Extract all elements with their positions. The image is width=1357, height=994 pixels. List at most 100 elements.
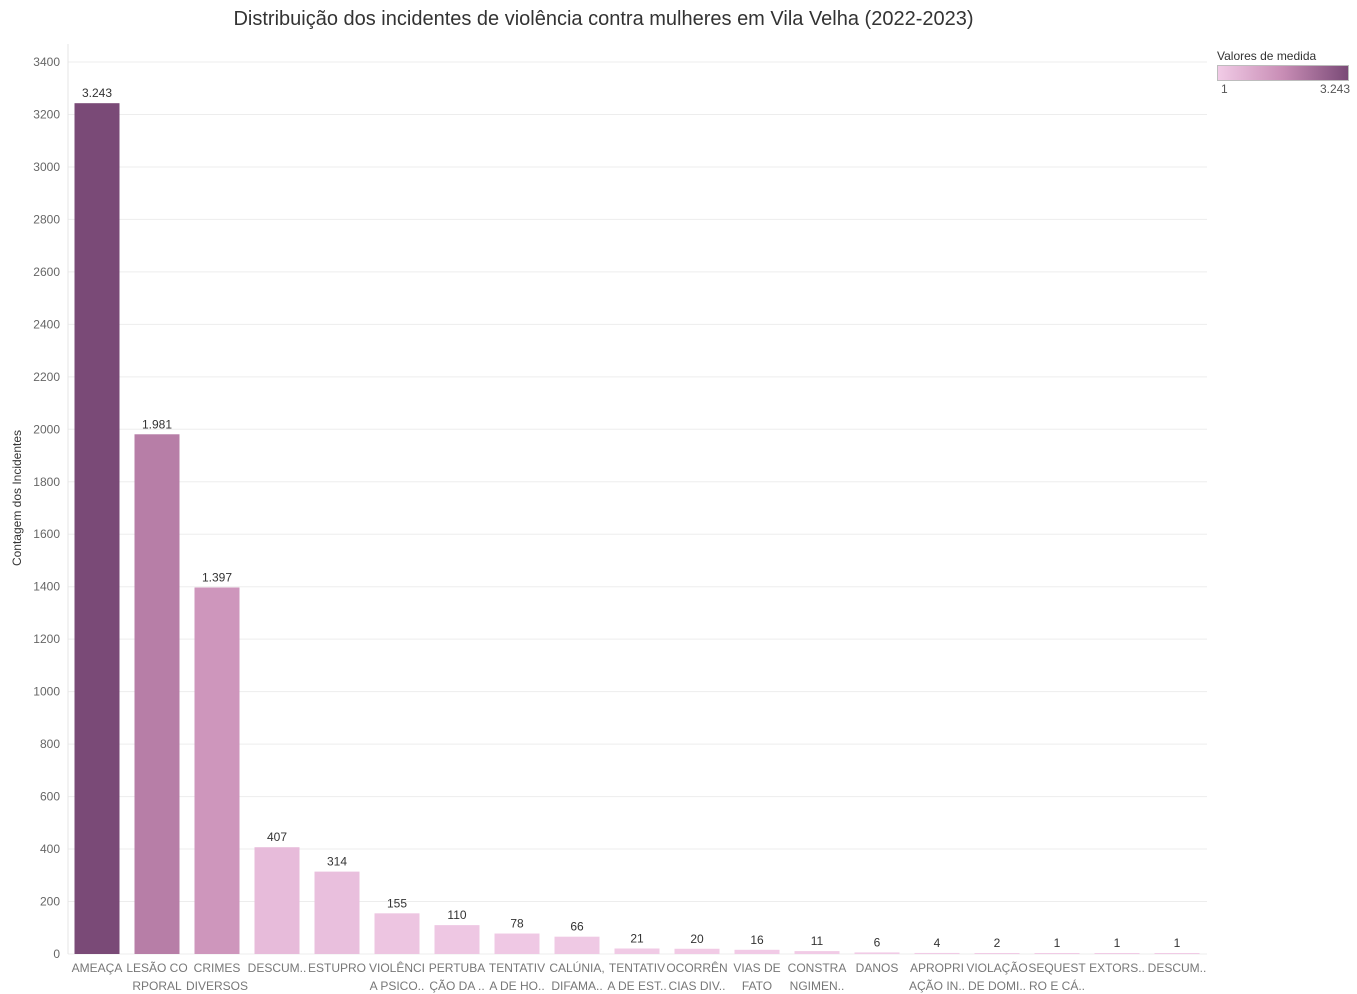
bar-value-label: 1 [1114,936,1121,950]
bar-value-label: 155 [387,896,407,910]
bar-value-label: 2 [994,936,1001,950]
bar[interactable] [374,913,420,954]
x-tick-label: DESCUM.. [248,961,307,975]
legend-min-label: 1 [1221,82,1228,96]
x-tick-label: VIOLAÇÃO DE DOMI.. [966,961,1027,993]
x-tick-label-line: SEQUEST [1028,961,1086,975]
bar[interactable] [134,434,180,954]
x-tick-label-line: DIVERSOS [186,979,248,993]
x-tick-label-line: DE DOMI.. [968,979,1026,993]
bar-value-label: 20 [690,932,704,946]
bar[interactable] [794,951,840,954]
bar[interactable] [1034,953,1080,954]
x-tick-label-line: APROPRI [910,961,964,975]
y-tick-label: 1200 [33,632,60,646]
bar[interactable] [254,847,300,954]
y-tick-label: 2200 [33,370,60,384]
bar[interactable] [674,948,720,954]
x-tick-label: APROPRI AÇÃO IN.. [909,961,965,993]
bar[interactable] [614,948,660,954]
x-tick-label-line: PERTUBA [429,961,485,975]
bar-value-label: 6 [874,935,881,949]
x-tick-label: EXTORS.. [1089,961,1145,975]
y-tick-label: 800 [40,737,60,751]
x-tick-label-line: VIOLÊNCI [369,960,425,975]
gridlines [67,44,1207,955]
y-tick-label: 3200 [33,107,60,121]
x-tick-label: CALÚNIA, DIFAMA.. [549,960,604,993]
bar[interactable] [734,949,780,954]
bar-value-label: 407 [267,830,287,844]
y-tick-label: 1600 [33,527,60,541]
bar-value-label: 11 [811,934,824,948]
x-tick-label-line: AÇÃO IN.. [909,979,965,993]
y-tick-label: 1000 [33,685,60,699]
bar-value-label: 1 [1174,936,1181,950]
x-tick-label-line: EXTORS.. [1089,961,1145,975]
x-tick-label: TENTATIV A DE EST.. [607,961,666,993]
x-tick-label: DANOS [856,961,899,975]
y-tick-label: 2600 [33,265,60,279]
x-tick-label-line: FATO [742,979,772,993]
bar[interactable] [1154,953,1200,954]
bar[interactable] [194,587,240,954]
bar[interactable] [974,953,1020,954]
bars [74,103,1200,955]
bar-value-label: 78 [510,917,524,931]
bar-value-label: 1.981 [142,417,172,431]
x-tick-label-line: DIFAMA.. [551,979,602,993]
bar[interactable] [314,871,360,954]
bar[interactable] [74,103,120,955]
x-tick-label: CONSTRA NGIMEN.. [788,961,847,993]
y-tick-label: 600 [40,790,60,804]
bar-value-label: 4 [934,936,941,950]
bar-value-label: 16 [750,933,764,947]
x-tick-label-line: NGIMEN.. [790,979,845,993]
bar-value-label: 3.243 [82,86,112,100]
x-tick-label: VIOLÊNCI A PSICO.. [369,960,425,993]
y-tick-label: 2800 [33,212,60,226]
bar[interactable] [854,952,900,954]
x-tick-label-line: TENTATIV [489,961,545,975]
x-tick-label-line: VIOLAÇÃO [966,961,1027,975]
x-tick-label: ESTUPRO [308,961,366,975]
x-tick-label-line: A PSICO.. [370,979,425,993]
bar-value-label: 21 [630,931,644,945]
legend-gradient [1217,65,1349,81]
x-tick-label-line: A DE EST.. [607,979,666,993]
y-tick-label: 3400 [33,55,60,69]
legend-title: Valores de medida [1217,49,1317,63]
x-tick-label: PERTUBA ÇÃO DA .. [429,961,485,993]
y-tick-label: 2400 [33,317,60,331]
bar-value-label: 314 [327,855,347,869]
x-tick-label: VIAS DE FATO [733,961,780,993]
x-tick-label-line: CIAS DIV.. [669,979,726,993]
x-tick-label: DESCUM.. [1148,961,1207,975]
bar-value-label: 1 [1054,936,1061,950]
bar-value-label: 66 [570,920,584,934]
x-tick-label-line: A DE HO.. [489,979,544,993]
bar[interactable] [914,952,960,954]
y-tick-label: 3000 [33,160,60,174]
legend-max-label: 3.243 [1319,82,1350,96]
x-tick-label-line: CONSTRA [788,961,847,975]
bar[interactable] [554,936,600,954]
legend-labels: 1 3.243 [1217,82,1353,96]
y-tick-label: 0 [53,947,60,961]
x-tick-label-line: CALÚNIA, [549,960,604,975]
y-tick-label: 1800 [33,475,60,489]
x-tick-label: LESÃO CO RPORAL [126,961,187,993]
x-tick-label: TENTATIV A DE HO.. [489,961,545,993]
x-tick-label-line: TENTATIV [609,961,665,975]
bar[interactable] [434,925,480,954]
y-tick-label: 2000 [33,422,60,436]
x-tick-label-line: DESCUM.. [248,961,307,975]
y-axis-ticks: 0 200 400 600 800 1000 1200 1400 1600 1800 2000 220… [33,55,60,961]
x-tick-label-line: LESÃO CO [126,961,187,975]
bar[interactable] [494,933,540,954]
bar[interactable] [1094,953,1140,954]
y-tick-label: 200 [40,895,60,909]
